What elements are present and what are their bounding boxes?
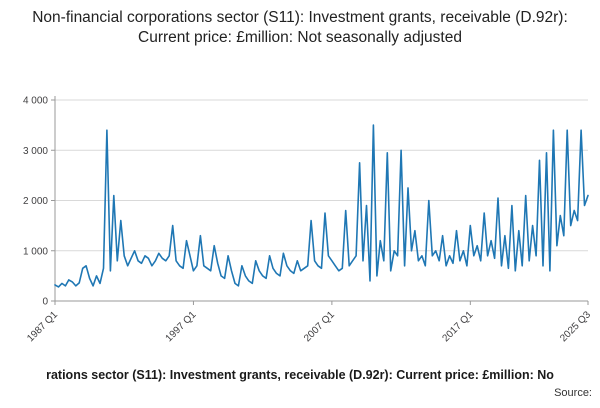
line-chart: 0 1 000 2 000 3 000 4 000 1987 Q1 1997 Q1 2007 … — [23, 96, 593, 345]
x-tick-label: 1987 Q1 — [25, 309, 60, 344]
source-label: Source: — [554, 387, 592, 399]
footer-caption: rations sector (S11): Investment grants,… — [46, 368, 554, 382]
data-line — [54, 124, 589, 288]
y-tick-label: 0 — [42, 297, 48, 308]
y-tick-label: 1 000 — [23, 246, 48, 257]
x-tick-label: 2025 Q3 — [558, 309, 593, 344]
x-tick-label: 2007 Q1 — [302, 309, 337, 344]
plot-area: 0 1 000 2 000 3 000 4 000 1987 Q1 1997 Q1 2007 … — [0, 88, 600, 348]
y-tick-label: 2 000 — [23, 196, 48, 207]
x-tick-label: 2017 Q1 — [441, 309, 476, 344]
x-tick-label: 1997 Q1 — [164, 309, 199, 344]
y-tick-label: 4 000 — [23, 96, 48, 107]
chart-title: Non-financial corporations sector (S11):… — [32, 9, 568, 46]
y-tick-label: 3 000 — [23, 146, 48, 157]
